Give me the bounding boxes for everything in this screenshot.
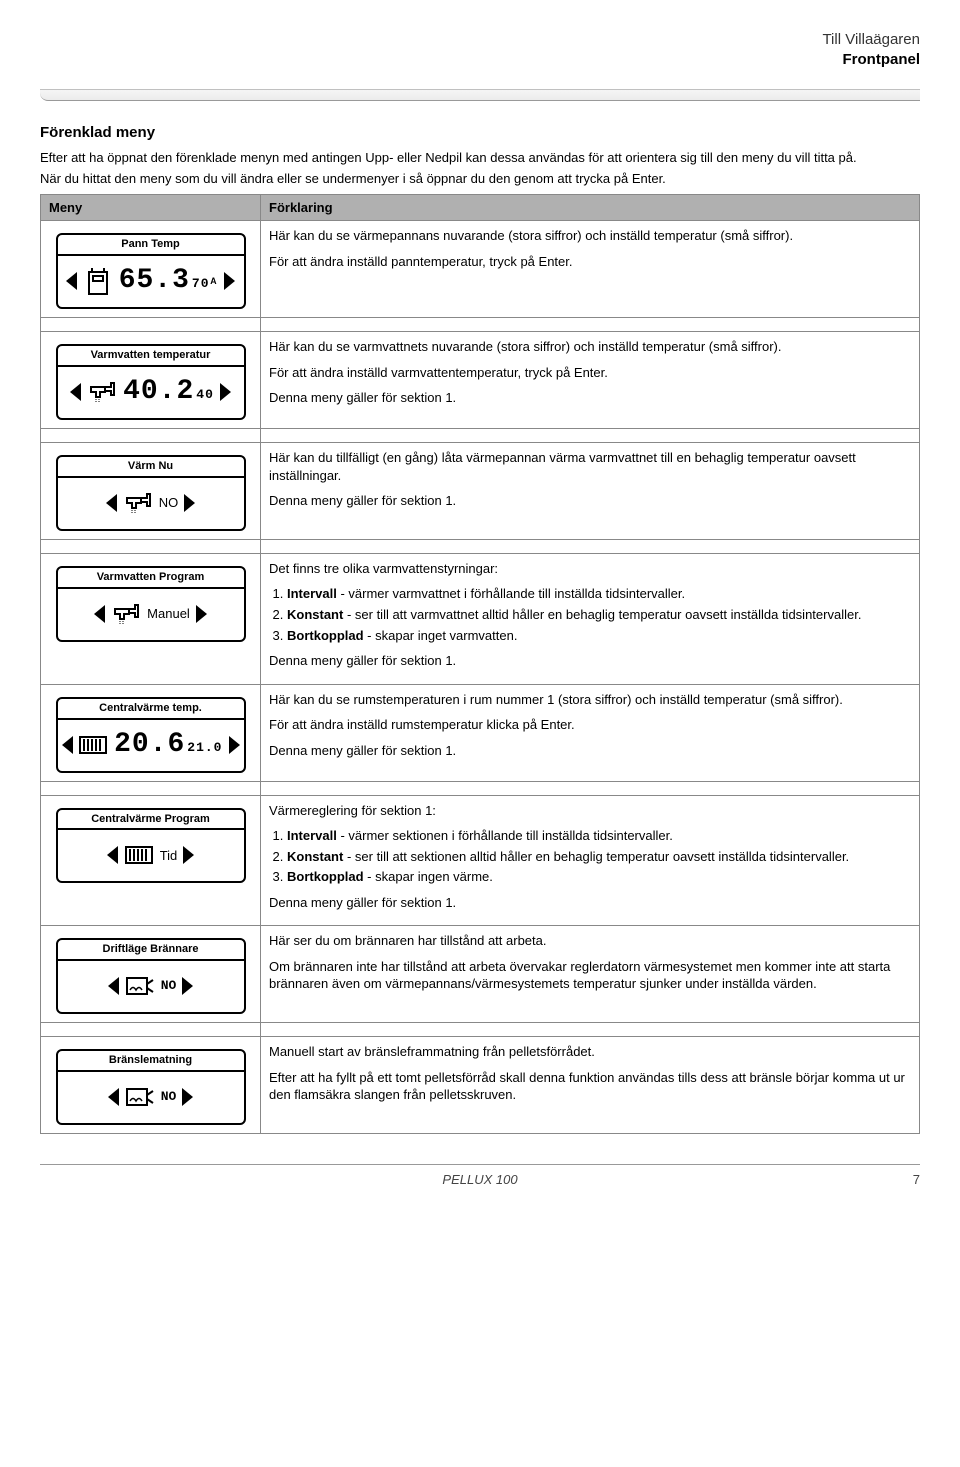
lcd-value: Tid bbox=[160, 847, 178, 865]
table-row: Värm Nu NO Här kan du tillfälligt (en gå… bbox=[41, 443, 920, 540]
table-row: Centralvärme Program Tid Värmereglering … bbox=[41, 795, 920, 926]
list-item: Bortkopplad - skapar inget varmvatten. bbox=[287, 627, 911, 645]
display-title: Värm Nu bbox=[58, 459, 244, 478]
desc-text: Denna meny gäller för sektion 1. bbox=[269, 894, 911, 912]
display-title: Varmvatten Program bbox=[58, 570, 244, 589]
arrow-right-icon bbox=[220, 383, 231, 401]
arrow-left-icon bbox=[108, 1088, 119, 1106]
header-subtitle: Till Villaägaren bbox=[40, 30, 920, 50]
display-title: Bränslematning bbox=[58, 1053, 244, 1072]
header-title: Frontpanel bbox=[40, 50, 920, 70]
lcd-value: NO bbox=[161, 977, 177, 995]
desc-text: Manuell start av bränsleframmatning från… bbox=[269, 1043, 911, 1061]
desc-text: Här kan du se värmepannans nuvarande (st… bbox=[269, 227, 911, 245]
table-row: Bränslematning NO Manuell start av bräns… bbox=[41, 1037, 920, 1134]
arrow-left-icon bbox=[94, 605, 105, 623]
intro-paragraph-2: När du hittat den meny som du vill ändra… bbox=[40, 170, 920, 188]
arrow-right-icon bbox=[184, 494, 195, 512]
arrow-left-icon bbox=[62, 736, 73, 754]
arrow-right-icon bbox=[182, 1088, 193, 1106]
desc-text: Det finns tre olika varmvattenstyrningar… bbox=[269, 560, 911, 578]
header-divider bbox=[40, 89, 920, 101]
footer-page-number: 7 bbox=[890, 1171, 920, 1189]
list-item: Bortkopplad - skapar ingen värme. bbox=[287, 868, 911, 886]
desc-text: För att ändra inställd rumstemperatur kl… bbox=[269, 716, 911, 734]
col-header-menu: Meny bbox=[41, 194, 261, 221]
display-varmvatten-temp: Varmvatten temperatur 40.240 bbox=[56, 344, 246, 420]
lcd-value: 40.2 bbox=[123, 373, 194, 411]
desc-text: För att ändra inställd panntemperatur, t… bbox=[269, 253, 911, 271]
arrow-left-icon bbox=[108, 977, 119, 995]
burner-icon bbox=[125, 1085, 155, 1109]
display-driftlage: Driftläge Brännare NO bbox=[56, 938, 246, 1014]
desc-text: Om brännaren inte har tillstånd att arbe… bbox=[269, 958, 911, 993]
lcd-value: NO bbox=[161, 1088, 177, 1106]
page-footer: PELLUX 100 7 bbox=[40, 1164, 920, 1189]
desc-text: Här kan du se rumstemperaturen i rum num… bbox=[269, 691, 911, 709]
arrow-right-icon bbox=[224, 272, 235, 290]
display-title: Pann Temp bbox=[58, 237, 244, 256]
section-title: Förenklad meny bbox=[40, 123, 920, 143]
desc-text: Denna meny gäller för sektion 1. bbox=[269, 742, 911, 760]
desc-text: Här kan du tillfälligt (en gång) låta vä… bbox=[269, 449, 911, 484]
list-item: Intervall - värmer sektionen i förhållan… bbox=[287, 827, 911, 845]
desc-text: Efter att ha fyllt på ett tomt pelletsfö… bbox=[269, 1069, 911, 1104]
tap-icon bbox=[111, 601, 141, 627]
lcd-value: NO bbox=[159, 494, 179, 512]
desc-text: Denna meny gäller för sektion 1. bbox=[269, 389, 911, 407]
table-row: Driftläge Brännare NO Här ser du om brän… bbox=[41, 926, 920, 1023]
desc-text: Denna meny gäller för sektion 1. bbox=[269, 652, 911, 670]
list-item: Intervall - värmer varmvattnet i förhåll… bbox=[287, 585, 911, 603]
table-row: Centralvärme temp. 20.621.0 Här kan du s… bbox=[41, 684, 920, 781]
desc-text: Här ser du om brännaren har tillstånd at… bbox=[269, 932, 911, 950]
radiator-icon bbox=[79, 734, 109, 756]
display-vv-program: Varmvatten Program Manuel bbox=[56, 566, 246, 642]
display-varm-nu: Värm Nu NO bbox=[56, 455, 246, 531]
display-title: Driftläge Brännare bbox=[58, 942, 244, 961]
display-title: Centralvärme Program bbox=[58, 812, 244, 831]
desc-text: Värmereglering för sektion 1: bbox=[269, 802, 911, 820]
display-centralvarme-temp: Centralvärme temp. 20.621.0 bbox=[56, 697, 246, 773]
display-pann-temp: Pann Temp 65.370ᴬ bbox=[56, 233, 246, 309]
list-item: Konstant - ser till att varmvattnet allt… bbox=[287, 606, 911, 624]
tap-icon bbox=[123, 490, 153, 516]
desc-text: För att ändra inställd varmvattentempera… bbox=[269, 364, 911, 382]
lcd-value: 65.3 bbox=[119, 262, 190, 300]
footer-product: PELLUX 100 bbox=[70, 1171, 890, 1189]
display-branslematning: Bränslematning NO bbox=[56, 1049, 246, 1125]
display-title: Varmvatten temperatur bbox=[58, 348, 244, 367]
burner-icon bbox=[125, 974, 155, 998]
desc-text: Här kan du se varmvattnets nuvarande (st… bbox=[269, 338, 911, 356]
arrow-left-icon bbox=[106, 494, 117, 512]
intro-paragraph-1: Efter att ha öppnat den förenklade menyn… bbox=[40, 149, 920, 167]
arrow-right-icon bbox=[183, 846, 194, 864]
arrow-right-icon bbox=[182, 977, 193, 995]
menu-table: Meny Förklaring Pann Temp 65.370ᴬ Här ka… bbox=[40, 194, 920, 1134]
radiator-icon bbox=[124, 844, 154, 866]
display-cv-program: Centralvärme Program Tid bbox=[56, 808, 246, 884]
table-row: Varmvatten Program Manuel Det finns tre … bbox=[41, 553, 920, 684]
arrow-right-icon bbox=[196, 605, 207, 623]
lcd-sup: 70ᴬ bbox=[192, 275, 218, 293]
lcd-value: 20.6 bbox=[114, 726, 185, 764]
tap-icon bbox=[87, 379, 117, 405]
boiler-icon bbox=[83, 266, 113, 296]
lcd-sup: 21.0 bbox=[187, 739, 222, 757]
table-row: Varmvatten temperatur 40.240 Här kan du … bbox=[41, 332, 920, 429]
display-title: Centralvärme temp. bbox=[58, 701, 244, 720]
arrow-left-icon bbox=[70, 383, 81, 401]
lcd-value: Manuel bbox=[147, 605, 190, 623]
arrow-right-icon bbox=[229, 736, 240, 754]
arrow-left-icon bbox=[107, 846, 118, 864]
list-item: Konstant - ser till att sektionen alltid… bbox=[287, 848, 911, 866]
desc-text: Denna meny gäller för sektion 1. bbox=[269, 492, 911, 510]
col-header-explanation: Förklaring bbox=[261, 194, 920, 221]
lcd-sup: 40 bbox=[196, 386, 214, 404]
arrow-left-icon bbox=[66, 272, 77, 290]
table-row: Pann Temp 65.370ᴬ Här kan du se värmepan… bbox=[41, 221, 920, 318]
